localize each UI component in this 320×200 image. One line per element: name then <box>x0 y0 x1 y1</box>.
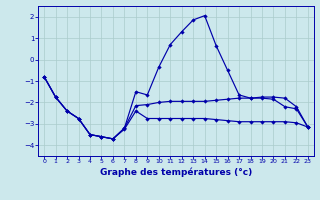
X-axis label: Graphe des températures (°c): Graphe des températures (°c) <box>100 167 252 177</box>
